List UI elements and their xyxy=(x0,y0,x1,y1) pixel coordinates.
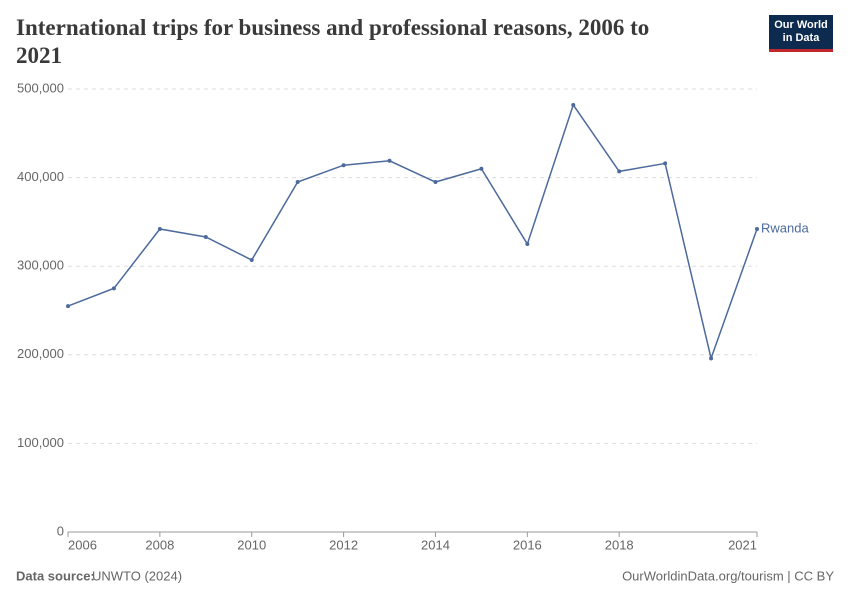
data-point xyxy=(157,226,162,231)
source: UNWTO (2024) xyxy=(92,568,182,583)
x-tick-label: 2016 xyxy=(513,537,542,552)
x-tick-label: 2006 xyxy=(68,537,97,552)
x-tick-label: 2014 xyxy=(421,537,450,552)
x-tick-label: 2012 xyxy=(329,537,358,552)
data-point xyxy=(525,242,530,247)
series-line xyxy=(67,103,758,361)
x-tick-label: 2018 xyxy=(605,537,634,552)
logo-line: Our World xyxy=(774,19,828,31)
data-point xyxy=(663,161,668,166)
y-tick-label: 0 xyxy=(57,523,64,538)
data-point xyxy=(295,180,300,185)
data-point xyxy=(617,169,622,174)
data-point xyxy=(433,180,438,185)
data-point xyxy=(709,356,714,361)
logo-line: in Data xyxy=(782,32,820,44)
series-label: Rwanda xyxy=(761,220,809,235)
footer-right[interactable]: OurWorldinData.org/tourism | CC BY xyxy=(622,568,834,583)
y-tick-label: 300,000 xyxy=(17,258,64,273)
y-tick-label: 400,000 xyxy=(17,169,64,184)
y-tick-label: 100,000 xyxy=(17,435,64,450)
x-tick-label: 2008 xyxy=(145,537,174,552)
y-tick-label: 500,000 xyxy=(17,80,64,95)
data-point xyxy=(341,163,346,168)
source-label: Data source: xyxy=(16,568,95,583)
data-point xyxy=(479,166,484,171)
chart-title: International trips for business and pro… xyxy=(16,15,650,68)
x-tick-label: 2010 xyxy=(237,537,266,552)
data-point xyxy=(66,304,70,309)
logo[interactable]: Our World in Data xyxy=(769,15,833,52)
data-point xyxy=(203,234,208,239)
data-point xyxy=(571,102,576,107)
data-point xyxy=(249,257,254,262)
data-point xyxy=(755,226,759,231)
data-point xyxy=(387,158,392,163)
data-point xyxy=(111,286,116,291)
y-tick-label: 200,000 xyxy=(17,346,64,361)
x-tick-label: 2021 xyxy=(728,537,757,552)
